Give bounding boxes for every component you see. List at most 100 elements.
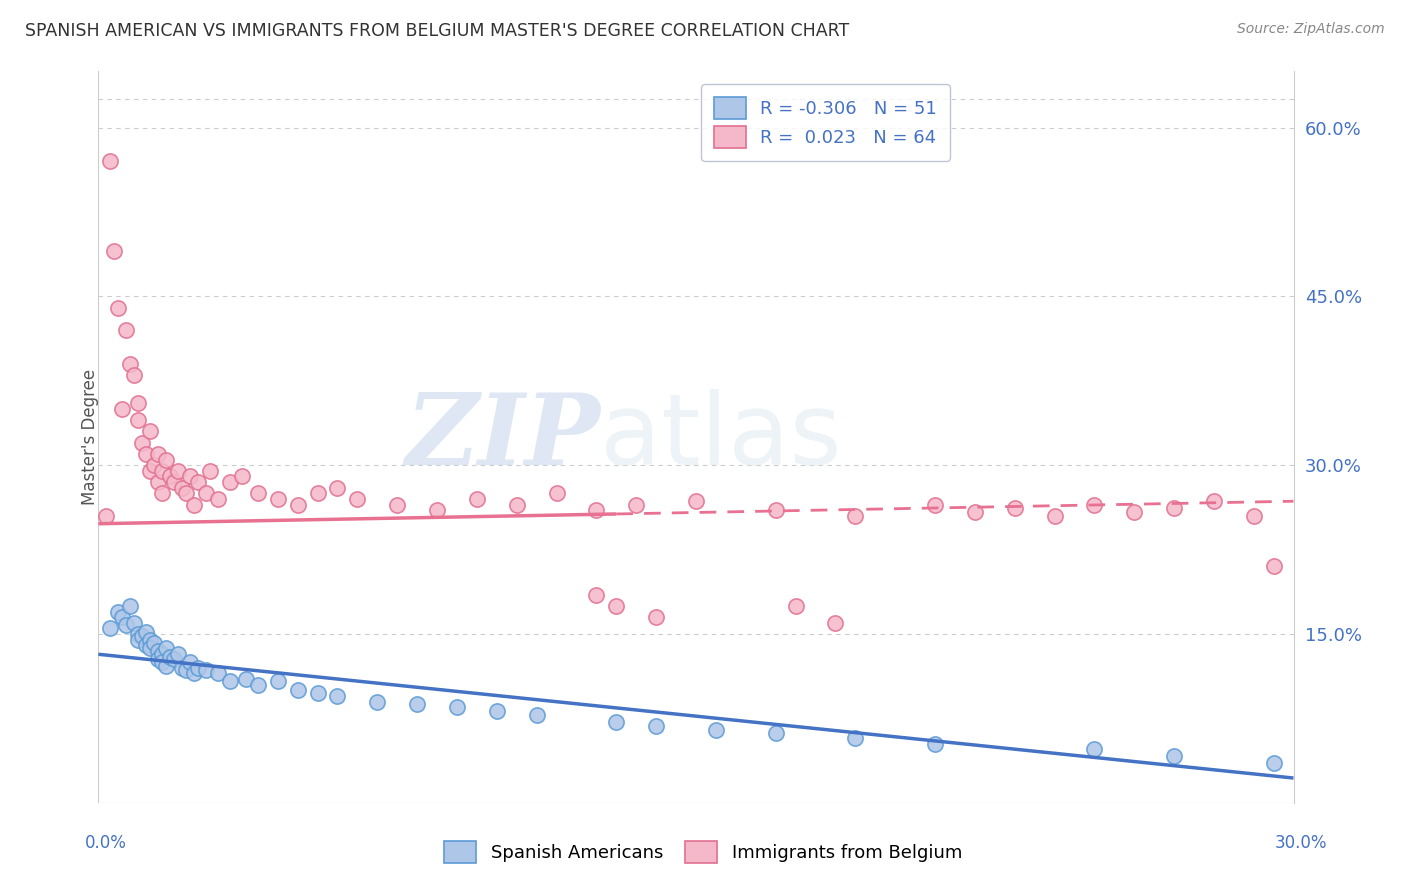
Point	[148, 447, 170, 461]
Point	[765, 726, 787, 740]
Point	[115, 323, 138, 337]
Point	[167, 464, 190, 478]
Point	[465, 491, 488, 506]
Point	[924, 737, 946, 751]
Text: SPANISH AMERICAN VS IMMIGRANTS FROM BELGIUM MASTER'S DEGREE CORRELATION CHART: SPANISH AMERICAN VS IMMIGRANTS FROM BELG…	[25, 22, 849, 40]
Point	[139, 425, 162, 439]
Point	[267, 491, 290, 506]
Point	[1123, 506, 1146, 520]
Point	[155, 658, 177, 673]
Point	[163, 652, 186, 666]
Point	[605, 714, 627, 729]
Point	[307, 685, 329, 699]
Point	[127, 627, 149, 641]
Point	[924, 498, 946, 512]
Point	[143, 636, 166, 650]
Text: 30.0%: 30.0%	[1274, 834, 1327, 852]
Point	[307, 486, 329, 500]
Point	[626, 498, 648, 512]
Point	[406, 697, 429, 711]
Point	[135, 638, 157, 652]
Point	[124, 615, 146, 630]
Point	[267, 674, 290, 689]
Point	[385, 498, 409, 512]
Point	[546, 486, 568, 500]
Point	[1263, 756, 1285, 771]
Point	[1163, 748, 1185, 763]
Point	[1163, 500, 1185, 515]
Text: Source: ZipAtlas.com: Source: ZipAtlas.com	[1237, 22, 1385, 37]
Point	[605, 599, 627, 613]
Point	[526, 708, 548, 723]
Point	[135, 447, 157, 461]
Point	[150, 655, 173, 669]
Point	[1004, 500, 1026, 515]
Point	[150, 647, 173, 661]
Point	[1243, 508, 1265, 523]
Point	[98, 154, 122, 169]
Point	[219, 674, 242, 689]
Point	[246, 678, 269, 692]
Point	[174, 663, 197, 677]
Point	[645, 719, 668, 733]
Point	[98, 621, 122, 635]
Point	[1083, 498, 1105, 512]
Point	[120, 599, 142, 613]
Point	[174, 486, 197, 500]
Point	[155, 640, 177, 655]
Point	[107, 301, 129, 315]
Point	[172, 481, 194, 495]
Point	[139, 640, 162, 655]
Point	[207, 491, 229, 506]
Point	[143, 458, 166, 473]
Point	[120, 357, 142, 371]
Point	[485, 704, 508, 718]
Point	[124, 368, 146, 383]
Point	[187, 475, 209, 489]
Point	[127, 413, 149, 427]
Point	[287, 683, 309, 698]
Point	[287, 498, 309, 512]
Point	[585, 588, 607, 602]
Point	[366, 694, 388, 708]
Point	[446, 700, 468, 714]
Point	[844, 731, 866, 745]
Point	[1263, 559, 1285, 574]
Text: 0.0%: 0.0%	[84, 834, 127, 852]
Point	[103, 244, 125, 259]
Point	[195, 486, 218, 500]
Text: ZIP: ZIP	[405, 389, 600, 485]
Legend: Spanish Americans, Immigrants from Belgium: Spanish Americans, Immigrants from Belgi…	[434, 832, 972, 872]
Point	[148, 644, 170, 658]
Point	[139, 464, 162, 478]
Point	[131, 435, 153, 450]
Point	[1043, 508, 1066, 523]
Point	[219, 475, 242, 489]
Point	[179, 655, 201, 669]
Point	[824, 615, 846, 630]
Point	[96, 508, 118, 523]
Point	[704, 723, 727, 737]
Point	[127, 396, 149, 410]
Point	[198, 464, 221, 478]
Point	[231, 469, 253, 483]
Point	[111, 610, 134, 624]
Point	[163, 475, 186, 489]
Point	[107, 605, 129, 619]
Point	[963, 506, 986, 520]
Point	[148, 475, 170, 489]
Point	[844, 508, 866, 523]
Point	[346, 491, 368, 506]
Point	[115, 618, 138, 632]
Point	[155, 452, 177, 467]
Point	[172, 661, 194, 675]
Y-axis label: Master's Degree: Master's Degree	[82, 369, 98, 505]
Point	[326, 689, 349, 703]
Text: atlas: atlas	[600, 389, 842, 485]
Point	[685, 494, 707, 508]
Point	[1083, 741, 1105, 756]
Point	[150, 464, 173, 478]
Point	[645, 610, 668, 624]
Point	[1202, 494, 1225, 508]
Point	[585, 503, 607, 517]
